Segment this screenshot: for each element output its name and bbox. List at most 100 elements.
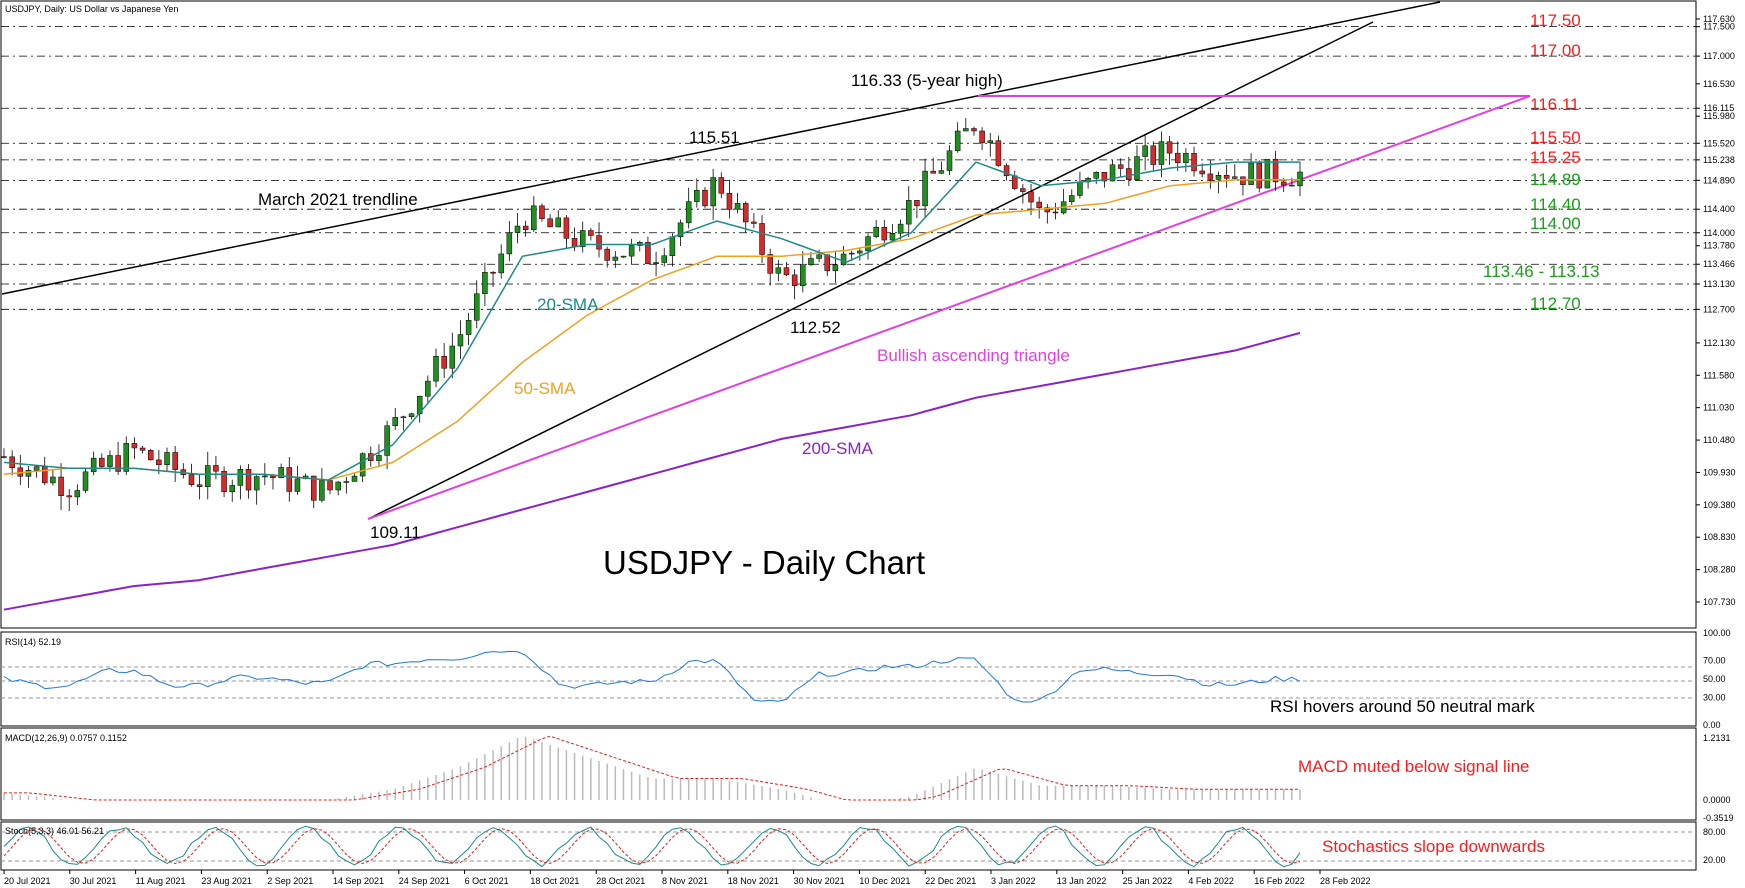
candle-body (50, 476, 56, 484)
axis-label: 115.520 (1703, 138, 1735, 148)
candle-body (979, 130, 985, 144)
candle-body (213, 465, 219, 472)
candle-body (343, 481, 350, 483)
candle-body (123, 443, 130, 472)
date-label: 2 Sep 2021 (267, 876, 313, 886)
axis-label: 117.000 (1703, 51, 1735, 61)
date-axis: 20 Jul 2021 30 Jul 2021 11 Aug 2021 23 Aug … (3, 870, 1371, 886)
date-label: 23 Aug 2021 (201, 876, 252, 886)
candle-body (987, 140, 994, 144)
price-panel (0, 0, 1697, 629)
date-label: 10 Dec 2021 (859, 876, 910, 886)
stoch-d-line (3, 827, 1301, 865)
candle-body (1052, 211, 1059, 214)
triangle-support-line (367, 95, 1531, 520)
candle-body (1134, 156, 1140, 180)
candle-body (490, 271, 496, 274)
march-2021-trendline (1, 1, 1441, 295)
axis-label: 114.890 (1703, 175, 1735, 185)
candle-body (196, 484, 203, 488)
date-label: 22 Dec 2021 (925, 876, 976, 886)
candle-body (522, 225, 529, 231)
sma200-line (3, 331, 1301, 611)
candle-body (1174, 152, 1181, 163)
candle-body (1256, 162, 1262, 189)
candle-body (751, 221, 757, 224)
rsi-panel (0, 631, 1697, 727)
level-label: 114.40 (1530, 195, 1581, 214)
candle-body (645, 242, 651, 264)
candle-body (107, 455, 113, 467)
candle-body (1142, 145, 1148, 157)
high-label: 116.33 (5-year high) (851, 71, 1003, 90)
rsi-axis-label: 0.00 (1703, 720, 1721, 730)
candle-body (1036, 201, 1042, 208)
date-label: 3 Jan 2022 (991, 876, 1036, 886)
axis-label: 108.280 (1703, 565, 1736, 575)
candle-body (588, 230, 594, 236)
axis-label: 112.700 (1703, 304, 1735, 314)
date-label: 30 Nov 2021 (794, 876, 845, 886)
candlesticks (1, 118, 1303, 512)
axis-label: 115.238 (1703, 155, 1735, 165)
candle-body (1044, 207, 1051, 213)
candle-body (245, 469, 252, 491)
date-label: 25 Jan 2022 (1123, 876, 1173, 886)
candle-body (596, 235, 602, 250)
candle-body (408, 413, 415, 418)
candle-body (734, 203, 741, 210)
candle-body (881, 227, 888, 241)
axis-label: 116.115 (1703, 103, 1734, 113)
candle-body (995, 140, 1002, 166)
candle-body (653, 262, 659, 264)
candle-body (25, 470, 32, 477)
candle-body (1248, 162, 1254, 185)
stoch-axis-label: 20.00 (1703, 855, 1726, 865)
level-label: 117.00 (1530, 41, 1581, 60)
axis-label: 114.000 (1703, 228, 1735, 238)
candle-body (563, 217, 570, 239)
level-label: 116.11 (1530, 95, 1579, 114)
candle-body (791, 274, 798, 286)
axis-label: 109.380 (1703, 500, 1736, 510)
macd-label: MACD(12,26,9) 0.0757 0.1152 (5, 733, 127, 743)
candle-body (1166, 141, 1173, 154)
candle-body (482, 271, 488, 295)
macd-signal-line (4, 735, 1300, 801)
date-label: 18 Nov 2021 (728, 876, 779, 886)
candle-body (172, 452, 178, 470)
date-label: 28 Feb 2022 (1320, 876, 1371, 886)
level-label: 115.50 (1530, 128, 1581, 147)
candle-body (897, 223, 904, 234)
candle-body (359, 453, 366, 477)
stoch-label: Stoch(5,3,3) 46.01 56.21 (5, 826, 104, 836)
candle-body (800, 264, 806, 286)
candle-body (694, 189, 700, 202)
candle-body (449, 345, 456, 369)
candle-body (620, 255, 627, 258)
stoch-note: Stochastics slope downwards (1322, 837, 1545, 856)
candle-body (1289, 184, 1295, 187)
candle-body (351, 475, 358, 482)
candle-body (1109, 164, 1116, 182)
date-label: 28 Oct 2021 (596, 876, 645, 886)
macd-histogram (3, 736, 1301, 801)
sma20-label: 20-SMA (537, 295, 599, 314)
rsi-axis-label: 70.00 (1703, 656, 1726, 666)
level-label: 113.46 - 113.13 (1483, 262, 1600, 281)
candle-body (775, 267, 782, 274)
candle-body (188, 474, 195, 485)
candle-body (1077, 181, 1083, 196)
candle-body (1158, 141, 1165, 165)
candle-body (294, 478, 301, 492)
candle-body (1150, 145, 1157, 165)
candle-body (441, 356, 447, 369)
sma20-line (3, 161, 1300, 481)
candle-body (604, 248, 610, 261)
candle-body (400, 416, 407, 419)
uptrend-line (367, 21, 1374, 520)
stoch-axis: 80.00 20.00 (1703, 827, 1726, 865)
candle-body (1020, 188, 1026, 192)
candle-body (824, 254, 830, 272)
